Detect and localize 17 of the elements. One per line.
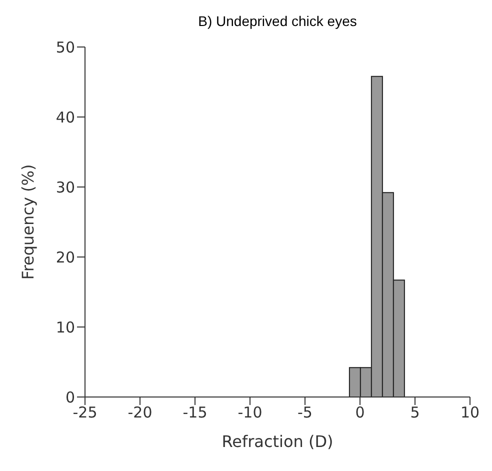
x-tick-label: 0: [355, 404, 365, 422]
x-tick-label: -15: [182, 404, 208, 422]
x-tick-label: -20: [128, 404, 152, 422]
chart-title: B) Undeprived chick eyes: [198, 13, 357, 29]
y-tick-label: 0: [65, 388, 75, 406]
y-tick-label: 30: [56, 178, 75, 196]
x-tick-label: 10: [460, 404, 480, 422]
x-tick-label: -10: [238, 404, 262, 422]
x-tick-label: -25: [72, 404, 98, 422]
y-tick-label: 10: [56, 318, 75, 336]
y-tick-label: 40: [56, 108, 75, 126]
x-tick-label: -5: [298, 404, 312, 422]
x-axis-title: Refraction (D): [222, 432, 334, 451]
x-tick-label: 5: [410, 404, 420, 422]
y-tick-label: 50: [56, 38, 75, 56]
y-tick-label: 20: [56, 248, 75, 266]
y-axis-title: Frequency (%): [18, 164, 38, 280]
